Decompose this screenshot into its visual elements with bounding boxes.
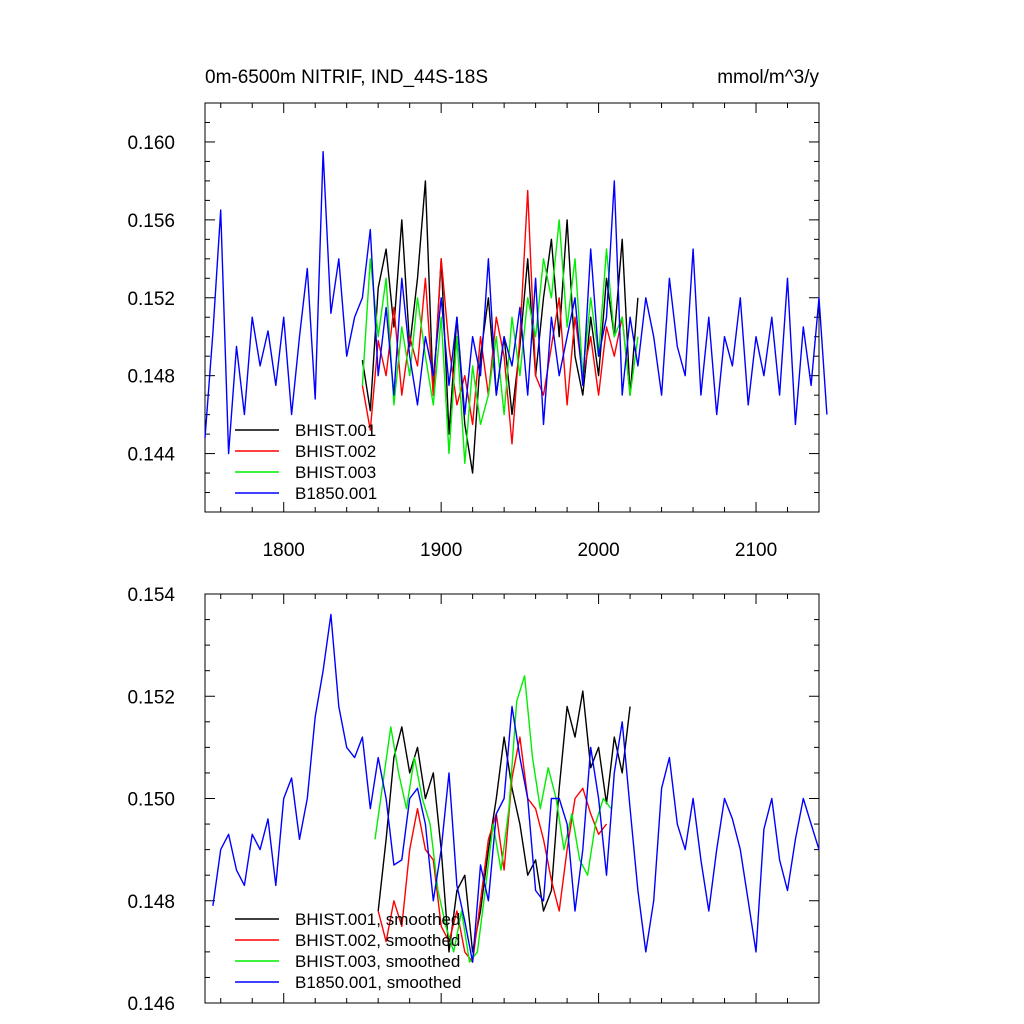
bottom-panel: 0.146 0.148 0.150 0.152 0.154 BHIST.001, smo… xyxy=(127,585,820,1015)
legend-label-bhist-001: BHIST.001 xyxy=(295,421,376,440)
x-tick-label: 1800 xyxy=(263,540,305,561)
y-tick-label: 0.154 xyxy=(127,585,175,606)
top-ticks: 1800 1900 2000 2100 0.144 0.148 0.152 0.156 0.16… xyxy=(127,102,820,561)
top-series xyxy=(204,150,828,474)
legend-label-b1850-001-smoothed: B1850.001, smoothed xyxy=(295,973,461,992)
y-tick-label: 0.148 xyxy=(127,367,175,388)
legend-label-bhist-002: BHIST.002 xyxy=(295,442,376,461)
y-tick-label: 0.144 xyxy=(127,445,175,466)
bottom-series xyxy=(212,613,820,963)
x-tick-label: 1900 xyxy=(420,540,462,561)
bottom-series-b1850-001-smoothed xyxy=(212,613,820,963)
top-chart-units: mmol/m^3/y xyxy=(717,67,819,88)
y-tick-label: 0.156 xyxy=(127,211,175,232)
y-tick-label: 0.146 xyxy=(127,994,175,1015)
top-chart-title: 0m-6500m NITRIF, IND_44S-18S xyxy=(205,67,488,88)
legend-label-bhist-003-smoothed: BHIST.003, smoothed xyxy=(295,952,460,971)
y-tick-label: 0.152 xyxy=(127,687,175,708)
y-tick-label: 0.148 xyxy=(127,892,175,913)
top-panel: 0m-6500m NITRIF, IND_44S-18S mmol/m^3/y … xyxy=(127,67,828,561)
x-tick-label: 2000 xyxy=(577,540,619,561)
top-legend: BHIST.001 BHIST.002 BHIST.003 B1850.001 xyxy=(235,421,377,503)
legend-label-bhist-003: BHIST.003 xyxy=(295,463,376,482)
top-series-bhist-003 xyxy=(361,219,639,464)
bottom-ticks: 0.146 0.148 0.150 0.152 0.154 xyxy=(127,585,820,1015)
top-series-b1850-001 xyxy=(204,150,828,455)
legend-label-b1850-001: B1850.001 xyxy=(295,484,377,503)
bottom-series-bhist-003-smoothed xyxy=(374,675,612,963)
legend-label-bhist-001-smoothed: BHIST.001, smoothed xyxy=(295,910,460,929)
y-tick-label: 0.152 xyxy=(127,289,175,310)
legend-label-bhist-002-smoothed: BHIST.002, smoothed xyxy=(295,931,460,950)
x-tick-label: 2100 xyxy=(735,540,777,561)
y-tick-label: 0.160 xyxy=(127,133,175,154)
y-tick-label: 0.150 xyxy=(127,790,175,811)
bottom-series-bhist-001-smoothed xyxy=(377,690,631,953)
bottom-legend: BHIST.001, smoothed BHIST.002, smoothed BH… xyxy=(235,910,461,992)
